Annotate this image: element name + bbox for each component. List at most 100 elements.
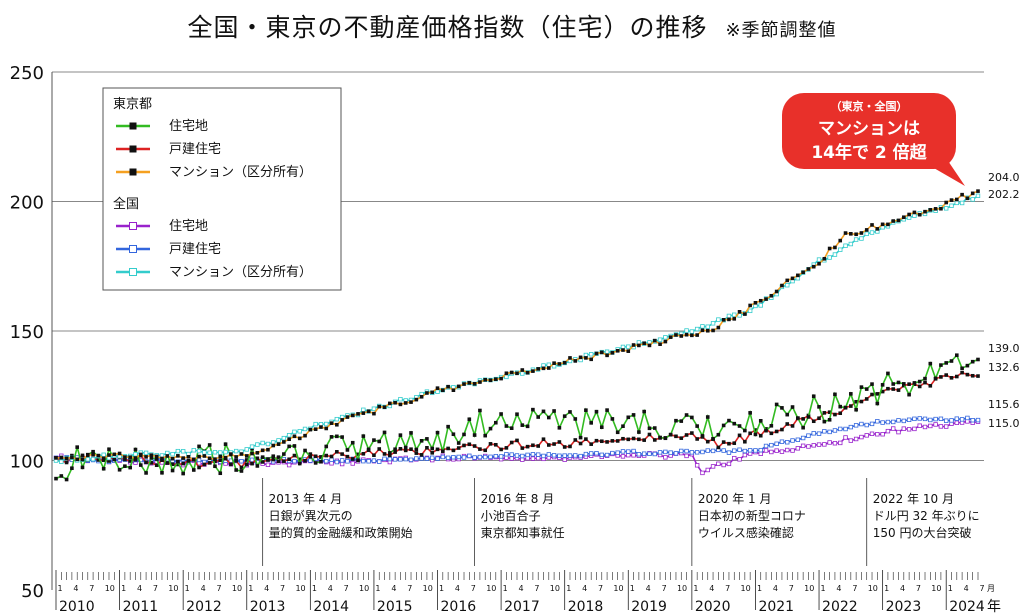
data-point (329, 454, 334, 459)
month-tick-label: 1 (757, 584, 762, 593)
data-point (573, 453, 578, 458)
data-point (853, 423, 859, 428)
data-point (684, 433, 689, 437)
data-point (361, 451, 366, 456)
data-point (959, 200, 965, 206)
data-point (377, 447, 382, 451)
data-point (488, 442, 493, 446)
data-point (536, 444, 540, 448)
data-point (589, 442, 593, 446)
data-point (594, 438, 599, 443)
data-point (620, 344, 626, 350)
data-point (535, 456, 541, 461)
end-value-label: 202.2 (988, 188, 1020, 201)
data-point (605, 440, 609, 444)
data-point (626, 415, 631, 420)
data-point (462, 432, 466, 437)
data-point (637, 343, 641, 348)
year-label: 2024 (949, 599, 985, 614)
data-point (509, 452, 514, 457)
year-label: 2022 (822, 599, 858, 614)
data-point (101, 456, 106, 461)
data-point (610, 417, 615, 421)
data-point (663, 449, 668, 455)
data-point (626, 437, 631, 442)
legend-entry-label: 戸建住宅 (169, 142, 221, 157)
data-point (276, 455, 281, 459)
data-point (928, 383, 933, 388)
data-point (165, 461, 170, 465)
data-point (568, 410, 572, 414)
data-point (960, 370, 964, 375)
data-point (239, 465, 244, 470)
data-point (610, 450, 615, 456)
data-point (191, 448, 196, 453)
chart-title: 全国・東京の不動産価格指数（住宅）の推移 ※季節調整値 (0, 8, 1024, 44)
data-point (297, 461, 302, 466)
data-point (398, 433, 403, 437)
legend-box (102, 87, 342, 291)
data-point (514, 453, 520, 458)
data-point (679, 448, 684, 454)
y-axis: 50 100 150 200 250 (10, 63, 53, 602)
data-point (435, 389, 440, 394)
month-tick-label: 1 (185, 584, 190, 593)
data-point (615, 439, 620, 443)
series-lines (53, 189, 981, 482)
data-point (822, 411, 827, 415)
data-point (959, 417, 965, 422)
data-point (308, 454, 313, 459)
data-point (843, 243, 848, 248)
title-suffix: の推移 (629, 13, 708, 42)
data-point (356, 452, 360, 457)
data-point (504, 452, 509, 457)
data-point (806, 444, 811, 449)
data-point (621, 436, 625, 441)
data-point (721, 448, 726, 453)
annotation-text: 2016 年 8 月 (481, 492, 555, 506)
data-point (536, 367, 540, 371)
data-point (573, 438, 578, 442)
data-point (398, 457, 403, 462)
data-point (626, 452, 631, 458)
data-point (875, 392, 880, 396)
month-tick-label: 7 (471, 584, 476, 593)
data-point (774, 441, 779, 446)
data-point (107, 453, 111, 457)
data-point (880, 432, 885, 437)
data-point (403, 401, 408, 405)
data-point (85, 457, 90, 462)
data-point (621, 424, 625, 429)
data-point (652, 451, 657, 457)
data-point (578, 435, 583, 440)
data-point (700, 328, 705, 333)
data-point (737, 310, 742, 314)
data-point (75, 457, 79, 462)
data-point (854, 399, 858, 404)
data-point (875, 419, 880, 424)
data-point (494, 377, 498, 381)
month-tick-label: 7 (598, 584, 603, 593)
data-point (853, 237, 859, 242)
data-point (414, 447, 419, 452)
data-point (509, 426, 514, 430)
data-point (535, 452, 541, 457)
data-point (181, 456, 185, 460)
data-point (170, 468, 175, 473)
data-point (494, 420, 498, 425)
data-point (838, 247, 843, 252)
data-point (753, 448, 758, 453)
data-point (430, 451, 435, 455)
data-point (822, 442, 827, 447)
data-point (705, 448, 710, 453)
data-point (403, 445, 408, 450)
data-point (817, 416, 821, 421)
end-value-label: 115.0 (988, 417, 1020, 430)
data-point (917, 384, 922, 389)
data-point (128, 455, 132, 459)
data-point (324, 458, 329, 464)
data-point (811, 419, 816, 424)
data-point (180, 449, 186, 454)
data-point (202, 450, 207, 455)
